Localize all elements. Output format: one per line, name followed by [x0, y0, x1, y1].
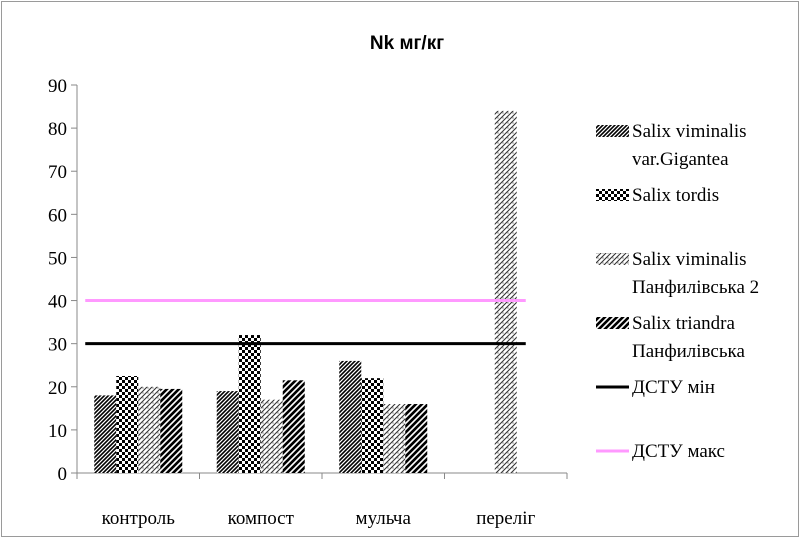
x-axis: контроль компост мульча переліг — [76, 472, 568, 529]
legend: Salix viminalis var.Gigantea Salix tordis S… — [596, 121, 759, 462]
legend-label: ДСТУ мін — [632, 377, 715, 398]
y-tick-label: 60 — [48, 205, 67, 226]
legend-item: ДСТУ макс — [596, 441, 725, 462]
y-tick-label: 0 — [58, 464, 68, 485]
legend-item: Salix viminalis var.Gigantea — [596, 121, 747, 170]
bar — [160, 388, 183, 473]
legend-item: Salix viminalis Панфилівська 2 — [596, 249, 759, 298]
y-tick-label: 40 — [48, 292, 67, 313]
y-tick-label: 70 — [48, 162, 67, 183]
legend-label: Salix viminalis — [632, 249, 747, 270]
legend-label: Salix triandra — [632, 313, 735, 334]
legend-label: Панфилівська — [632, 341, 745, 362]
legend-swatch — [596, 125, 629, 137]
bar — [138, 386, 161, 473]
y-axis: 0 10 20 30 40 50 60 70 80 90 — [48, 76, 78, 485]
y-tick-label: 10 — [48, 421, 67, 442]
bar — [216, 391, 239, 473]
legend-swatch — [596, 189, 629, 201]
legend-label: Salix tordis — [632, 185, 719, 206]
x-tick-label: компост — [228, 508, 295, 529]
x-tick-label: мульча — [356, 508, 412, 529]
legend-item: Salix triandra Панфилівська — [596, 313, 745, 362]
legend-item: Salix tordis — [596, 185, 719, 206]
legend-swatch — [596, 253, 629, 265]
legend-swatch — [596, 317, 629, 329]
x-tick-label: контроль — [102, 508, 176, 529]
bar — [494, 110, 517, 473]
y-tick-label: 80 — [48, 119, 67, 140]
x-tick-label: переліг — [476, 508, 535, 529]
bar — [405, 404, 428, 473]
chart-title: Nk мг/кг — [370, 33, 444, 54]
bar — [339, 360, 362, 473]
bar — [383, 404, 406, 473]
bar — [282, 380, 305, 473]
legend-label: Панфилівська 2 — [632, 277, 759, 298]
bar — [238, 335, 261, 473]
bar — [361, 378, 384, 473]
legend-label: Salix viminalis — [632, 121, 747, 142]
bars — [94, 110, 517, 473]
legend-item: ДСТУ мін — [596, 377, 715, 398]
y-tick-label: 50 — [48, 248, 67, 269]
legend-label: ДСТУ макс — [632, 441, 725, 462]
legend-label: var.Gigantea — [632, 149, 729, 170]
bar — [94, 395, 117, 473]
y-tick-label: 30 — [48, 335, 67, 356]
y-tick-label: 20 — [48, 378, 67, 399]
bar — [116, 376, 139, 473]
reference-lines — [85, 299, 526, 346]
y-tick-label: 90 — [48, 76, 67, 97]
bar — [260, 399, 283, 473]
